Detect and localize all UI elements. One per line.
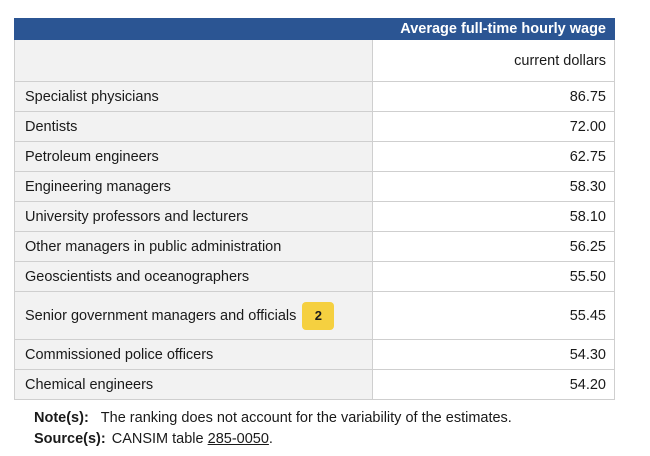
wage-value: 55.50	[372, 261, 615, 292]
occupation-label: Commissioned police officers	[14, 339, 373, 370]
unit-label: current dollars	[372, 39, 615, 82]
occupation-label: Chemical engineers	[14, 369, 373, 400]
table-unit-row: current dollars	[14, 39, 615, 82]
table-notes: Note(s): The ranking does not account for…	[14, 408, 614, 450]
occupation-label: Specialist physicians	[14, 81, 373, 112]
source-line: Source(s): CANSIM table 285-0050.	[34, 429, 614, 450]
table-row: Geoscientists and oceanographers 55.50	[14, 261, 615, 292]
table-row: Dentists 72.00	[14, 111, 615, 142]
data-table-container: Average full-time hourly wage current do…	[14, 18, 615, 450]
occupation-label: Dentists	[14, 111, 373, 142]
wage-value: 58.10	[372, 201, 615, 232]
column-header-wage: Average full-time hourly wage	[372, 18, 615, 40]
table-row: University professors and lecturers 58.1…	[14, 201, 615, 232]
wage-value: 55.45	[372, 291, 615, 340]
table-row: Petroleum engineers 62.75	[14, 141, 615, 172]
note-label: Note(s):	[34, 410, 89, 426]
wage-table: Average full-time hourly wage current do…	[14, 18, 615, 400]
occupation-label: Geoscientists and oceanographers	[14, 261, 373, 292]
occupation-label: University professors and lecturers	[14, 201, 373, 232]
source-suffix: .	[268, 431, 273, 447]
footnote-badge[interactable]: 2	[302, 301, 335, 330]
wage-value: 56.25	[372, 231, 615, 262]
occupation-label: Senior government managers and officials	[25, 307, 297, 324]
occupation-label: Engineering managers	[14, 171, 373, 202]
wage-value: 54.30	[372, 339, 615, 370]
source-table-link[interactable]: 285-0050	[207, 431, 269, 447]
table-row: Commissioned police officers 54.30	[14, 339, 615, 370]
note-line: Note(s): The ranking does not account for…	[34, 408, 614, 429]
table-row: Engineering managers 58.30	[14, 171, 615, 202]
table-row: Senior government managers and officials…	[14, 291, 615, 340]
table-header-row: Average full-time hourly wage	[14, 18, 615, 40]
table-row: Other managers in public administration …	[14, 231, 615, 262]
note-text: The ranking does not account for the var…	[100, 410, 512, 426]
wage-value: 62.75	[372, 141, 615, 172]
source-prefix: CANSIM table	[111, 431, 204, 447]
occupation-label: Other managers in public administration	[14, 231, 373, 262]
unit-blank-cell	[14, 39, 373, 82]
wage-value: 86.75	[372, 81, 615, 112]
occupation-label: Petroleum engineers	[14, 141, 373, 172]
wage-value: 58.30	[372, 171, 615, 202]
table-row: Chemical engineers 54.20	[14, 369, 615, 400]
source-label: Source(s):	[34, 431, 106, 447]
wage-value: 72.00	[372, 111, 615, 142]
header-blank-cell	[14, 18, 373, 40]
table-row: Specialist physicians 86.75	[14, 81, 615, 112]
wage-value: 54.20	[372, 369, 615, 400]
occupation-label-with-footnote: Senior government managers and officials…	[14, 291, 373, 340]
